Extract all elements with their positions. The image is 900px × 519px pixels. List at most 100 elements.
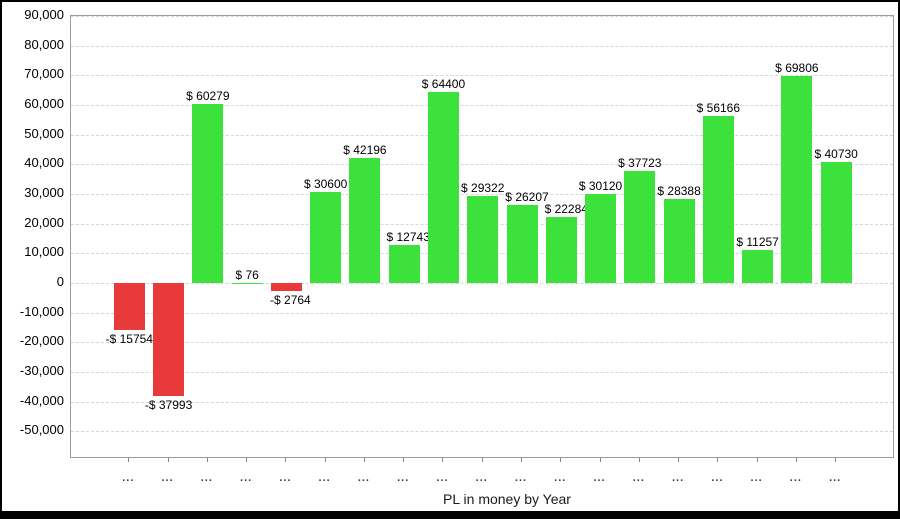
bar-value-label: $ 26207 <box>505 190 549 205</box>
bar-positive <box>231 282 263 284</box>
x-axis-label: ... <box>436 472 449 484</box>
x-axis-label: ... <box>397 472 410 484</box>
gridline <box>71 283 893 284</box>
bar-value-label: $ 30600 <box>303 177 348 192</box>
x-axis-tick <box>560 458 562 462</box>
bar-positive <box>820 162 852 283</box>
x-axis-tick <box>128 458 130 462</box>
window-bottom-edge <box>2 513 898 517</box>
bar-positive <box>427 91 459 283</box>
x-axis-label: ... <box>200 472 213 484</box>
bar-value-label: $ 56166 <box>696 101 741 116</box>
gridline <box>71 134 893 136</box>
bar-value-label: $ 76 <box>235 267 259 282</box>
x-axis-label: ... <box>475 472 488 484</box>
x-axis-tick <box>638 458 640 462</box>
y-axis-label: 50,000 <box>24 125 64 141</box>
bar-positive <box>585 193 617 283</box>
bar-value-label: $ 40730 <box>814 147 858 162</box>
gridline <box>71 401 893 403</box>
gridline <box>71 75 893 77</box>
bar-positive <box>192 104 224 283</box>
bar-value-label: $ 64400 <box>421 76 466 91</box>
y-axis-label: 90,000 <box>24 6 64 22</box>
x-axis-tick <box>481 458 483 462</box>
x-axis-label: ... <box>671 472 685 484</box>
x-axis-tick <box>795 458 797 462</box>
x-axis-label: ... <box>161 472 174 484</box>
gridline <box>71 372 893 373</box>
x-axis-label: ... <box>514 472 528 484</box>
footer-divider <box>2 511 898 513</box>
y-axis-label: 60,000 <box>24 95 64 111</box>
bar-value-label: $ 69806 <box>775 60 819 75</box>
x-axis-tick <box>678 458 680 462</box>
x-axis-label: ... <box>593 472 606 484</box>
bar-positive <box>545 216 577 283</box>
x-axis-label: ... <box>279 472 292 484</box>
gridline <box>71 193 893 195</box>
bar-positive <box>624 171 656 283</box>
gridline <box>71 342 893 344</box>
x-axis-tick <box>442 458 444 462</box>
bar-negative <box>153 283 185 396</box>
gridline <box>71 45 893 47</box>
x-axis-tick <box>363 458 365 462</box>
bar-value-label: -$ 37993 <box>144 397 193 412</box>
gridline <box>71 164 893 166</box>
y-axis-label: 40,000 <box>24 155 64 171</box>
gridline <box>71 15 893 17</box>
x-axis-tick <box>599 458 601 462</box>
x-axis-tick <box>324 458 326 462</box>
y-axis-label: -20,000 <box>19 333 64 349</box>
bar-value-label: $ 42196 <box>343 142 387 157</box>
x-axis-label: ... <box>711 472 724 484</box>
bar-positive <box>349 157 381 283</box>
gridline <box>71 312 893 314</box>
y-axis-label: 70,000 <box>24 66 64 82</box>
bar-positive <box>663 198 695 283</box>
bar-negative <box>270 283 302 292</box>
y-axis-label: 30,000 <box>24 184 64 200</box>
y-axis-label: 80,000 <box>24 36 64 52</box>
x-axis-tick <box>246 458 248 462</box>
bar-value-label: -$ 15754 <box>105 331 153 346</box>
x-axis-tick <box>756 458 758 462</box>
y-axis-label: -50,000 <box>19 422 64 438</box>
axis-title: PL in money by Year <box>443 491 571 507</box>
plot-area: -$ 15754 -$ 37993 $ 60279 $ 76 -$ 2764 $ 3060… <box>70 15 894 458</box>
bar-value-label: -$ 2764 <box>270 293 311 308</box>
x-axis-tick <box>285 458 287 462</box>
x-axis-tick <box>521 458 522 462</box>
y-axis-label: -10,000 <box>19 303 64 319</box>
bar-value-label: $ 29322 <box>461 181 505 195</box>
x-axis-label: ... <box>750 472 763 484</box>
bar-positive <box>467 196 499 283</box>
x-axis-tick <box>835 458 837 462</box>
bar-negative <box>113 283 145 330</box>
bar-value-label: $ 30120 <box>578 178 623 193</box>
bar-positive <box>781 75 813 283</box>
x-axis-tick <box>403 458 405 462</box>
x-axis-label: ... <box>122 472 135 484</box>
x-axis-label: ... <box>318 472 331 484</box>
x-axis-tick <box>167 458 169 462</box>
x-axis-label: ... <box>240 472 253 484</box>
bar-value-label: $ 22284 <box>544 201 588 216</box>
bar-positive <box>310 192 342 283</box>
x-axis-label: ... <box>357 472 370 484</box>
bar-positive <box>742 249 774 283</box>
x-axis-tick <box>206 458 208 462</box>
gridline <box>71 431 893 433</box>
y-axis-label: -40,000 <box>19 392 64 408</box>
bar-value-label: $ 12743 <box>386 230 430 245</box>
gridline <box>71 104 893 106</box>
bar-value-label: $ 60279 <box>186 89 230 104</box>
y-axis-label: 10,000 <box>24 244 64 260</box>
bar-value-label: $ 11257 <box>736 234 779 249</box>
x-axis-label: ... <box>829 472 842 484</box>
y-axis-label: -30,000 <box>19 363 64 378</box>
bar-positive <box>506 205 538 283</box>
x-axis-tick <box>717 458 719 462</box>
